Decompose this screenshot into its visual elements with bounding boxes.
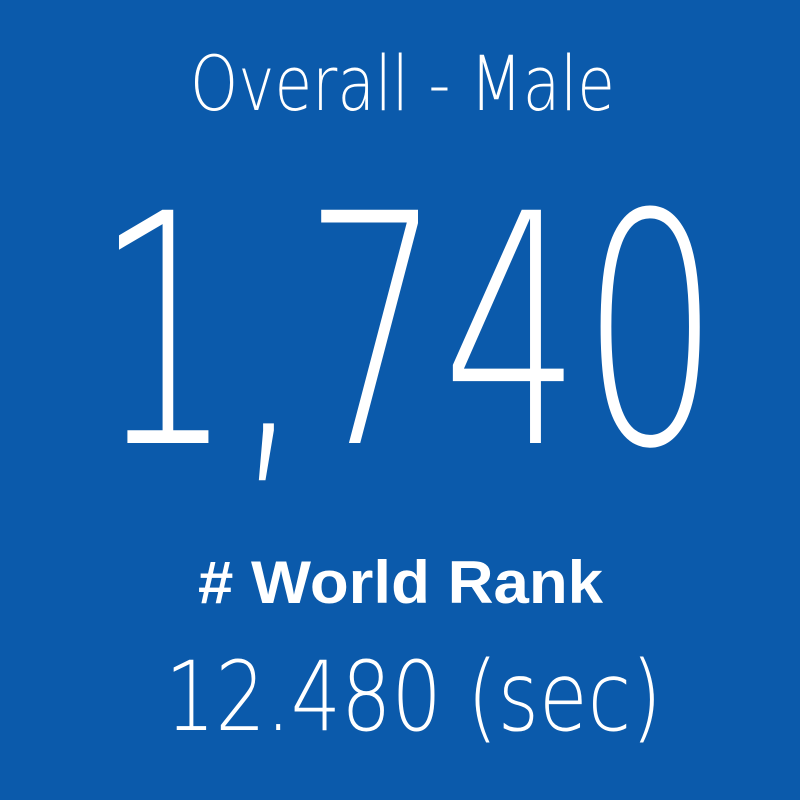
rank-label: # World Rank: [198, 549, 604, 616]
tile-title: Overall - Male: [190, 39, 615, 128]
rank-value: 1,740: [95, 147, 720, 519]
time-value: 12.480 (sec): [165, 641, 662, 753]
